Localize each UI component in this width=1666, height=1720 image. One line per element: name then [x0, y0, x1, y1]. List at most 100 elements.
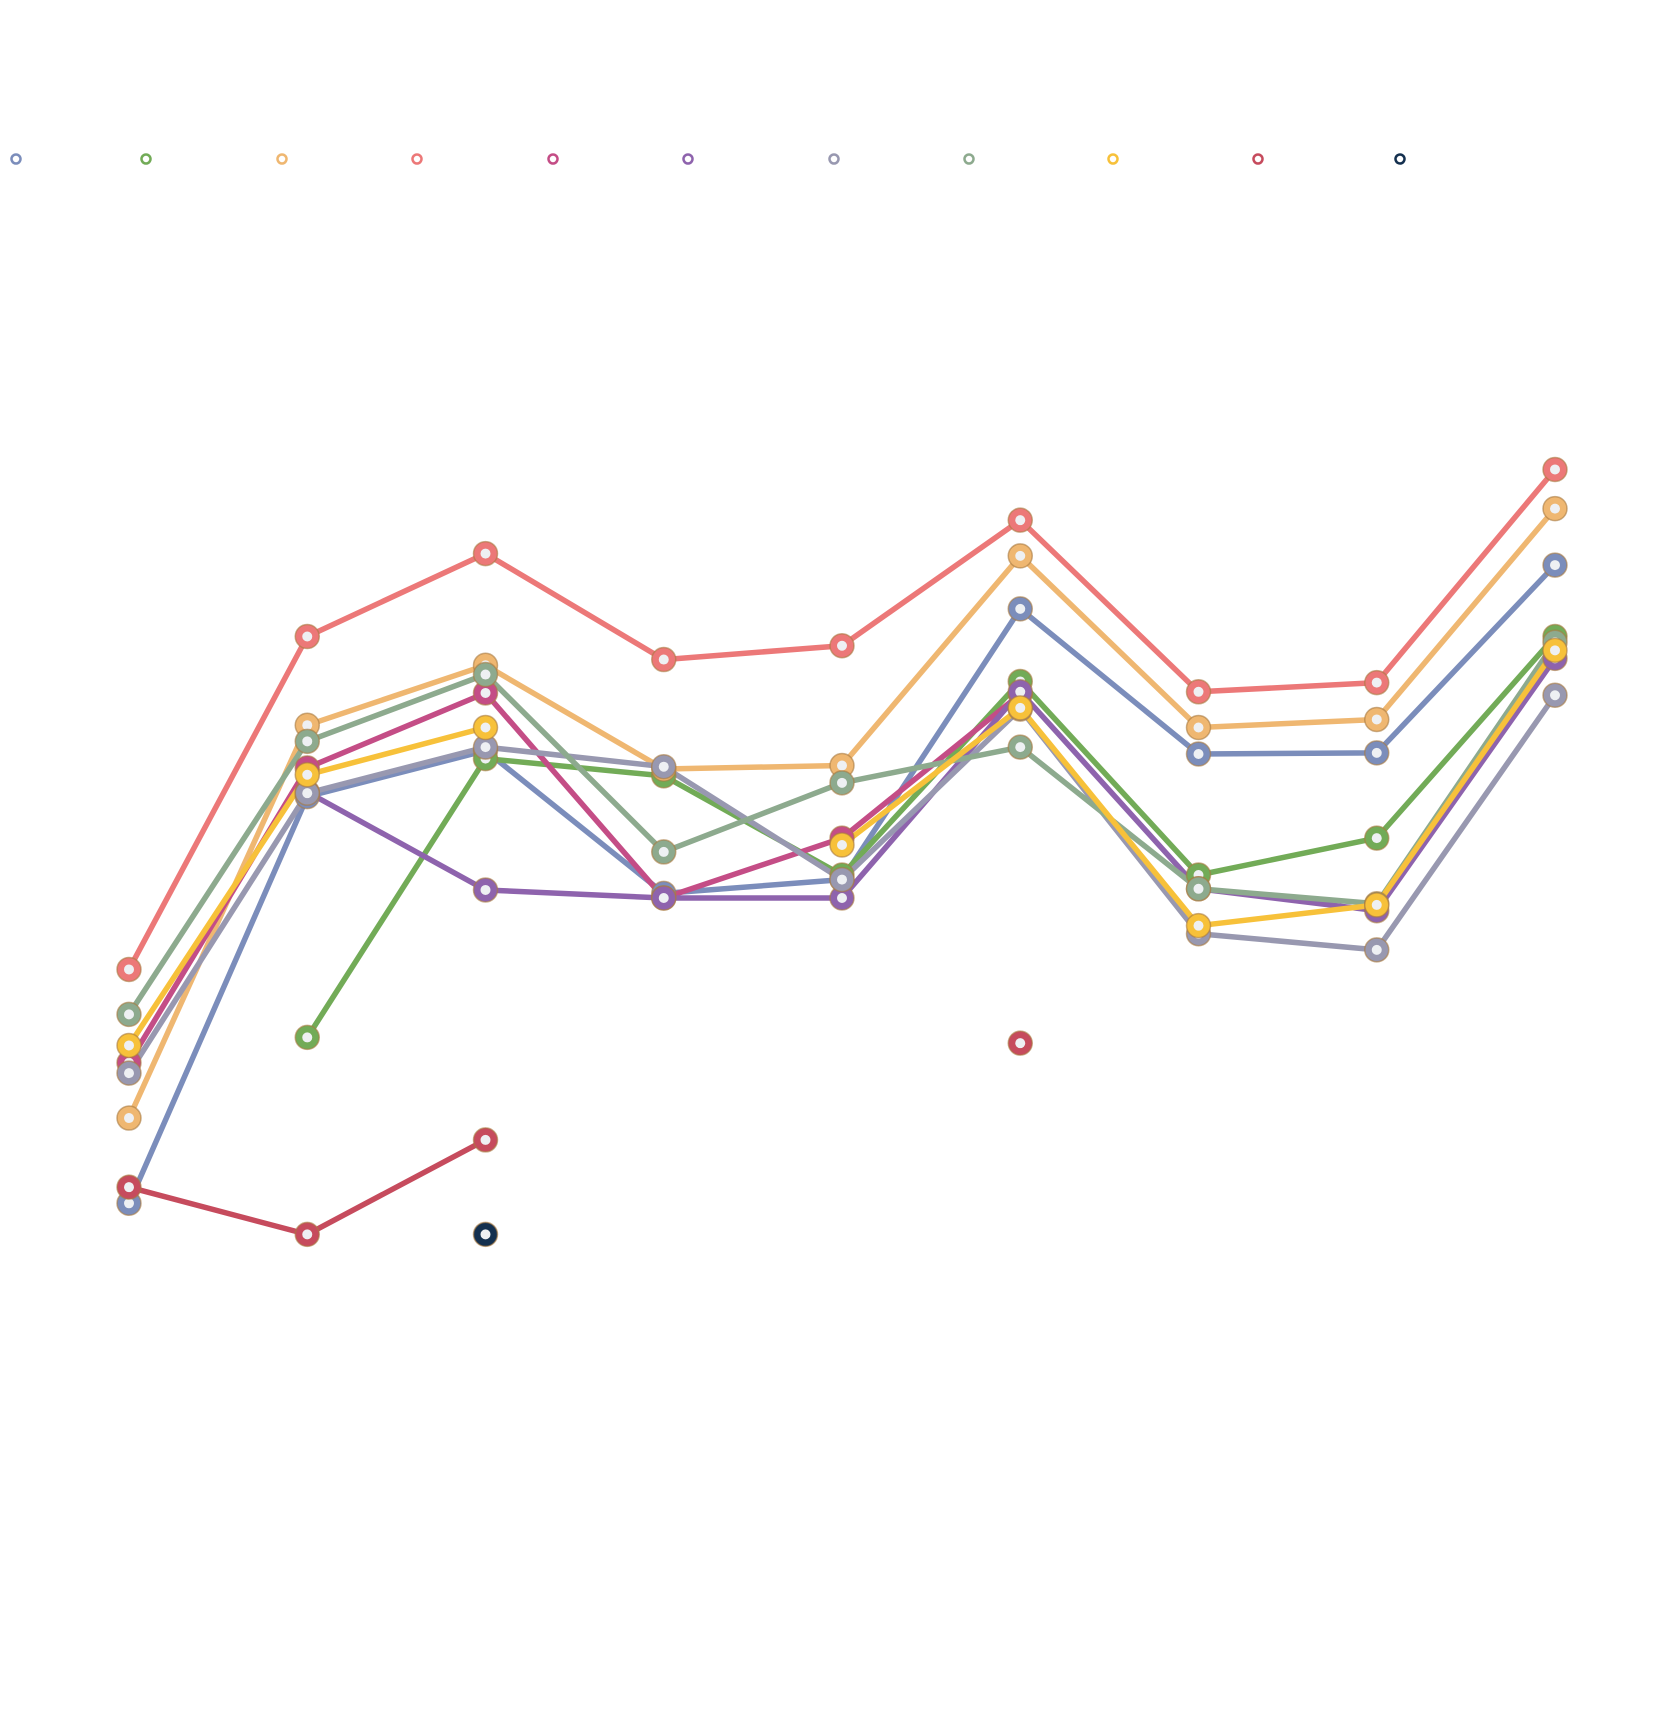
data-point-s9-1 — [294, 1221, 320, 1248]
point-center — [124, 1198, 134, 1209]
data-point-s0-6 — [1185, 741, 1212, 767]
point-center — [480, 1229, 491, 1240]
data-point-s2-0 — [116, 1105, 142, 1131]
data-point-s8-8 — [1542, 637, 1568, 664]
point-center — [1371, 833, 1382, 844]
legend-marker-8 — [1107, 153, 1119, 165]
point-center — [480, 742, 491, 753]
point-center — [480, 687, 491, 698]
data-point-s3-0 — [116, 956, 142, 983]
data-point-s7-3 — [651, 839, 677, 865]
point-center — [302, 1229, 313, 1240]
point-center — [480, 669, 491, 680]
data-point-s1-1 — [294, 1024, 320, 1051]
point-center — [837, 874, 847, 885]
point-center — [658, 846, 669, 857]
point-center — [124, 1068, 134, 1079]
data-point-s3-3 — [651, 646, 677, 673]
point-center — [1371, 747, 1382, 758]
gridlines — [129, 571, 1555, 861]
data-point-s7-5 — [1007, 734, 1033, 760]
point-center — [302, 769, 313, 780]
data-point-s8-4 — [829, 832, 855, 858]
point-center — [124, 1182, 134, 1193]
data-point-s2-6 — [1185, 714, 1212, 741]
point-center — [124, 1113, 134, 1124]
point-center — [1371, 714, 1382, 725]
legend-marker-10 — [1394, 153, 1406, 165]
point-center — [1015, 515, 1026, 526]
point-center — [480, 1134, 491, 1145]
point-center — [1550, 503, 1560, 514]
data-point-s7-0 — [116, 1001, 142, 1028]
legend-marker-1 — [140, 153, 152, 165]
point-center — [302, 736, 313, 747]
data-point-s7-1 — [294, 728, 320, 755]
legend-marker-4 — [547, 153, 559, 165]
point-center — [480, 884, 491, 895]
legend-marker-9 — [1252, 153, 1264, 165]
point-center — [1550, 690, 1560, 701]
data-point-s3-7 — [1364, 669, 1390, 696]
point-center — [302, 1032, 313, 1043]
data-point-s9-5 — [1007, 1030, 1033, 1056]
data-point-s8-0 — [116, 1032, 142, 1059]
point-center — [658, 761, 669, 772]
point-center — [1371, 899, 1382, 910]
data-point-s3-4 — [829, 632, 855, 659]
data-point-s6-2 — [472, 734, 499, 760]
data-point-s2-4 — [829, 752, 855, 779]
point-center — [302, 631, 313, 642]
legend-marker-2 — [276, 153, 288, 165]
data-point-s8-6 — [1185, 912, 1212, 939]
data-point-s8-7 — [1364, 892, 1390, 918]
data-point-s3-1 — [294, 623, 320, 650]
data-point-s9-0 — [116, 1174, 142, 1200]
data-point-s0-8 — [1542, 552, 1568, 578]
point-center — [837, 760, 847, 771]
legend-marker-3 — [411, 153, 423, 165]
legend — [10, 153, 1406, 165]
point-center — [1015, 550, 1026, 561]
point-center — [658, 654, 669, 665]
point-center — [1193, 920, 1204, 931]
data-point-s3-5 — [1007, 507, 1033, 533]
point-center — [837, 777, 847, 788]
data-point-s3-8 — [1542, 456, 1568, 483]
data-point-s7-6 — [1185, 876, 1212, 902]
point-center — [837, 640, 847, 651]
data-point-s5-3 — [651, 885, 677, 911]
data-point-s6-8 — [1542, 682, 1568, 709]
point-center — [837, 893, 847, 904]
point-center — [837, 840, 847, 851]
point-center — [1371, 677, 1382, 688]
point-center — [1550, 645, 1560, 656]
data-point-s2-8 — [1542, 495, 1568, 522]
series-points — [116, 456, 1568, 1248]
data-point-s6-4 — [829, 866, 855, 893]
point-center — [1371, 944, 1382, 955]
point-center — [1015, 686, 1026, 697]
data-point-s7-2 — [472, 661, 499, 688]
data-point-s9-2 — [472, 1127, 499, 1153]
point-center — [1193, 686, 1204, 697]
point-center — [1193, 883, 1204, 894]
point-center — [1193, 749, 1204, 760]
data-point-s0-7 — [1364, 740, 1390, 766]
legend-marker-6 — [828, 153, 840, 165]
data-point-s6-3 — [651, 753, 677, 780]
series-line-4 — [126, 690, 1024, 1066]
data-point-s2-7 — [1364, 706, 1390, 733]
data-point-s1-7 — [1364, 825, 1390, 851]
data-point-s6-7 — [1364, 937, 1390, 963]
data-point-s8-1 — [294, 762, 320, 788]
point-center — [1193, 722, 1204, 733]
data-point-s8-2 — [472, 714, 499, 741]
legend-marker-7 — [963, 153, 975, 165]
data-point-s5-2 — [472, 877, 499, 903]
point-center — [1015, 702, 1026, 713]
data-point-s6-0 — [116, 1060, 142, 1086]
data-point-s10-2 — [472, 1221, 499, 1248]
point-center — [480, 548, 491, 559]
legend-marker-0 — [10, 153, 22, 165]
